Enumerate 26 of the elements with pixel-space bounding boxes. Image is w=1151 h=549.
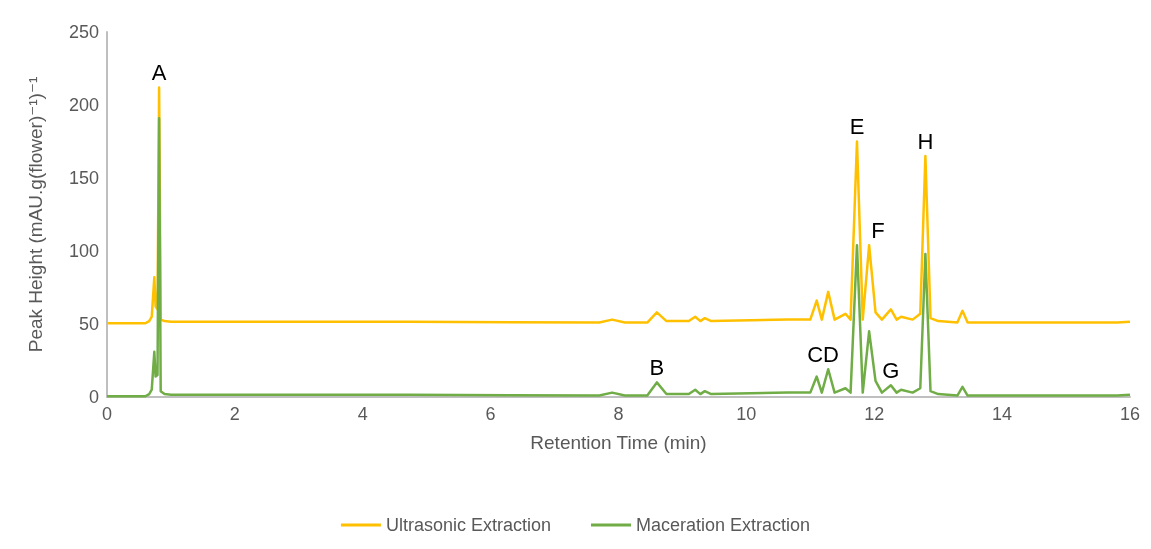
x-tick-label: 4 <box>357 404 368 424</box>
x-axis-title: Retention Time (min) <box>530 432 707 453</box>
x-tick-label: 12 <box>864 404 885 424</box>
y-tick-label: 150 <box>68 168 99 188</box>
annotation: A <box>151 59 167 85</box>
y-tick-label: 0 <box>88 387 99 407</box>
legend-label: Ultrasonic Extraction <box>385 515 551 535</box>
legend-label: Maceration Extraction <box>635 515 811 535</box>
x-tick-label: 6 <box>485 404 496 424</box>
x-tick-label: 0 <box>101 404 113 424</box>
y-tick-label: 250 <box>68 22 99 42</box>
x-tick-label: 10 <box>736 404 757 424</box>
annotation: F <box>871 217 885 243</box>
x-tick-label: 2 <box>229 404 240 424</box>
annotation: E <box>849 114 865 139</box>
annotation: B <box>649 354 665 380</box>
y-tick-label: 50 <box>78 314 99 334</box>
y-tick-label: 200 <box>68 95 99 115</box>
y-tick-label: 100 <box>68 241 99 261</box>
annotation: CD <box>807 341 839 367</box>
x-tick-label: 14 <box>992 404 1013 424</box>
y-axis-title: Peak Height (mAU.g(flower)⁻¹)⁻¹ <box>25 76 46 353</box>
x-tick-label: 8 <box>613 404 624 424</box>
annotation: G <box>882 357 900 383</box>
annotation: H <box>917 128 934 154</box>
x-tick-label: 16 <box>1119 404 1140 424</box>
